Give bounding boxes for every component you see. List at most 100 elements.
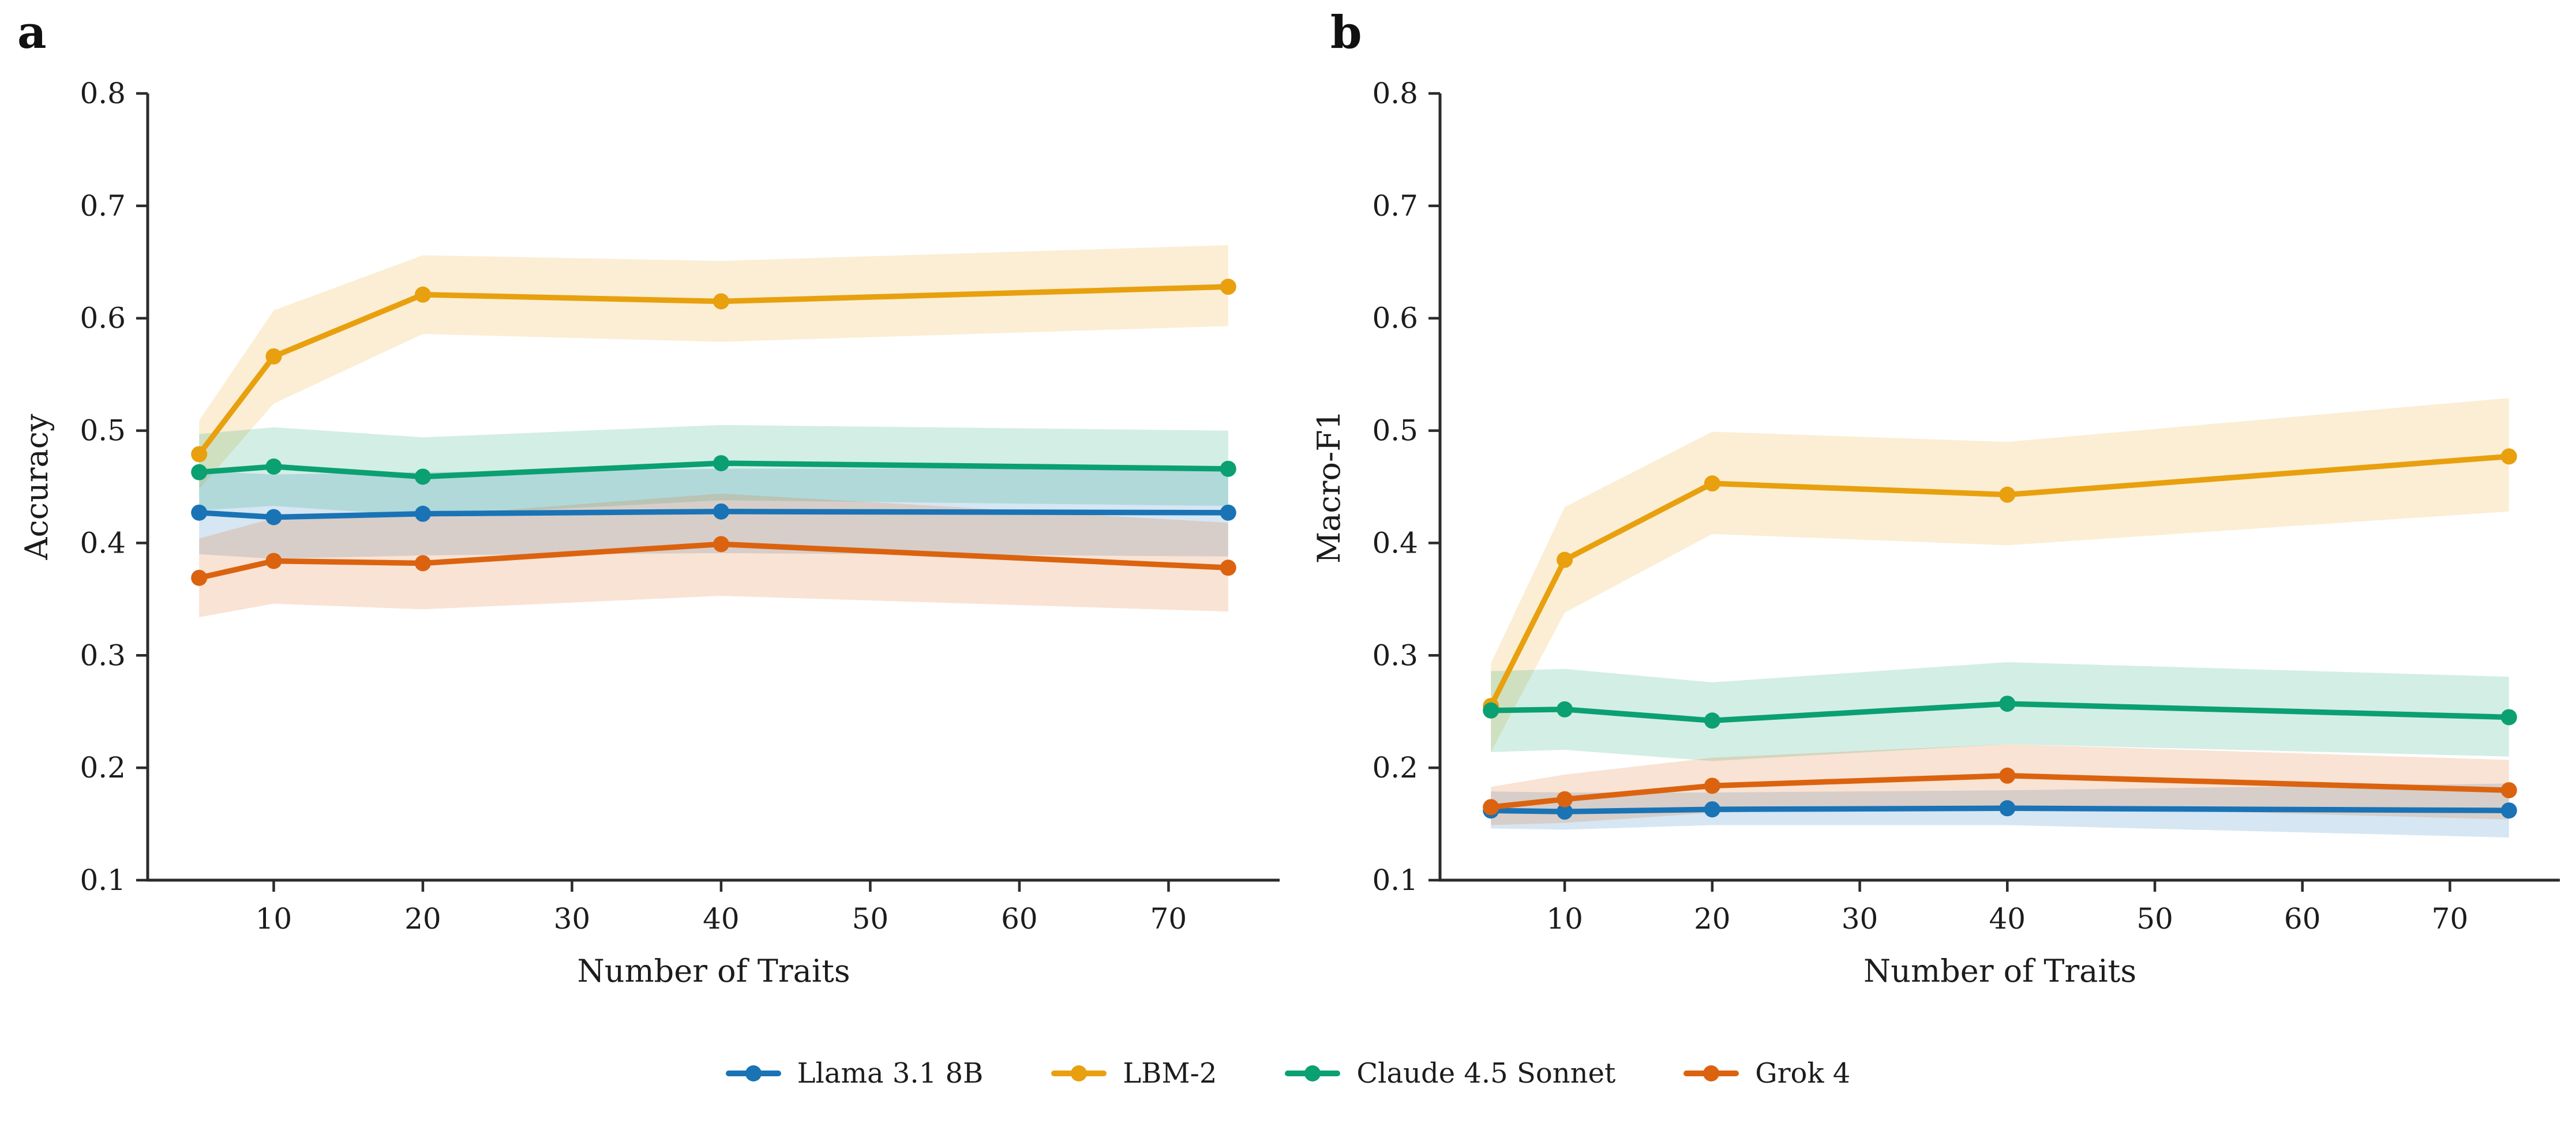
y-tick-label: 0.2 (1372, 751, 1418, 784)
legend-label: Llama 3.1 8B (797, 1057, 984, 1090)
x-tick-label: 50 (852, 902, 889, 936)
marker-llama-3-1-8b (265, 509, 282, 525)
marker-grok-4 (713, 536, 729, 553)
legend-dot (745, 1065, 762, 1081)
marker-lbm-2 (2500, 448, 2517, 465)
x-tick-label: 10 (1546, 902, 1583, 936)
x-tick-label: 40 (1989, 902, 2026, 936)
y-tick-label: 0.1 (80, 863, 126, 897)
marker-grok-4 (1483, 799, 1499, 816)
legend-label: LBM-2 (1123, 1057, 1217, 1090)
x-axis-label: Number of Traits (1863, 953, 2136, 989)
marker-lbm-2 (1557, 551, 1573, 568)
x-tick-label: 60 (2284, 902, 2321, 936)
marker-llama-3-1-8b (1704, 801, 1720, 818)
y-tick-label: 0.4 (80, 526, 126, 559)
x-tick-label: 30 (554, 902, 591, 936)
band-lbm-2 (199, 245, 1228, 489)
band-claude-4-5-sonnet (1491, 662, 2509, 761)
y-axis-label: Accuracy (18, 414, 55, 561)
legend-line-marker-icon (1285, 1065, 1341, 1081)
marker-llama-3-1-8b (1999, 800, 2016, 817)
x-tick-label: 70 (2432, 902, 2469, 936)
marker-lbm-2 (1220, 279, 1236, 295)
x-tick-label: 60 (1001, 902, 1038, 936)
y-axis-label: Macro-F1 (1311, 410, 1347, 564)
marker-claude-4-5-sonnet (1220, 460, 1236, 477)
x-tick-label: 40 (703, 902, 740, 936)
marker-llama-3-1-8b (1220, 504, 1236, 521)
marker-llama-3-1-8b (1557, 803, 1573, 820)
y-tick-label: 0.8 (80, 77, 126, 110)
x-tick-label: 70 (1150, 902, 1187, 936)
legend-item-claude-4-5-sonnet: Claude 4.5 Sonnet (1285, 1057, 1615, 1090)
legend-item-grok-4: Grok 4 (1683, 1057, 1850, 1090)
y-tick-label: 0.3 (1372, 639, 1418, 672)
y-tick-label: 0.3 (80, 639, 126, 672)
marker-lbm-2 (1999, 486, 2016, 503)
marker-claude-4-5-sonnet (1704, 712, 1720, 729)
marker-grok-4 (1220, 559, 1236, 576)
x-axis-label: Number of Traits (577, 953, 850, 989)
y-tick-label: 0.7 (1372, 189, 1418, 223)
legend-item-lbm-2: LBM-2 (1051, 1057, 1217, 1090)
y-tick-label: 0.5 (80, 414, 126, 448)
marker-llama-3-1-8b (191, 504, 208, 521)
legend-dot (1304, 1065, 1321, 1081)
band-grok-4 (1491, 744, 2509, 825)
marker-claude-4-5-sonnet (1483, 702, 1499, 719)
marker-claude-4-5-sonnet (265, 458, 282, 475)
y-tick-label: 0.5 (1372, 414, 1418, 448)
y-tick-label: 0.7 (80, 189, 126, 223)
marker-lbm-2 (1704, 475, 1720, 492)
marker-claude-4-5-sonnet (414, 468, 431, 485)
y-tick-label: 0.2 (80, 751, 126, 784)
marker-grok-4 (265, 553, 282, 569)
legend-dot (1071, 1065, 1088, 1081)
legend: Llama 3.1 8B LBM-2 Claude 4.5 Sonnet Grok 4 (0, 1042, 2576, 1105)
marker-llama-3-1-8b (713, 503, 729, 520)
marker-grok-4 (414, 555, 431, 572)
y-tick-label: 0.6 (80, 302, 126, 335)
legend-line-marker-icon (725, 1065, 781, 1081)
marker-claude-4-5-sonnet (191, 464, 208, 480)
x-tick-label: 20 (1694, 902, 1731, 936)
y-tick-label: 0.4 (1372, 526, 1418, 559)
band-claude-4-5-sonnet (199, 425, 1228, 516)
x-tick-label: 50 (2136, 902, 2173, 936)
legend-label: Grok 4 (1755, 1057, 1851, 1090)
marker-claude-4-5-sonnet (1557, 701, 1573, 718)
panel-b-letter: b (1330, 6, 1362, 59)
marker-grok-4 (191, 569, 208, 586)
panel-a-letter: a (17, 6, 47, 59)
panel-a: 10 20 30 40 50 60 70 0.1 0.2 0.3 0.4 0.5 0.6 0.7 0.8 Nu… (18, 77, 1280, 989)
legend-line-marker-icon (1051, 1065, 1107, 1081)
marker-lbm-2 (414, 286, 431, 303)
marker-llama-3-1-8b (414, 505, 431, 522)
band-grok-4 (199, 493, 1228, 618)
marker-grok-4 (2500, 782, 2517, 799)
y-tick-label: 0.8 (1372, 77, 1418, 110)
panel-b: 10 20 30 40 50 60 70 0.1 0.2 0.3 0.4 0.5 0.6 0.7 0.8 Nu… (1311, 77, 2560, 989)
legend-item-llama-3-1-8b: Llama 3.1 8B (725, 1057, 984, 1090)
x-tick-label: 20 (404, 902, 441, 936)
x-tick-label: 10 (256, 902, 293, 936)
marker-claude-4-5-sonnet (1999, 696, 2016, 712)
marker-llama-3-1-8b (2500, 802, 2517, 819)
y-tick-label: 0.6 (1372, 302, 1418, 335)
legend-label: Claude 4.5 Sonnet (1356, 1057, 1616, 1090)
y-tick-label: 0.1 (1372, 863, 1418, 897)
legend-dot (1703, 1065, 1720, 1081)
x-tick-label: 30 (1842, 902, 1878, 936)
marker-lbm-2 (713, 293, 729, 310)
legend-line-marker-icon (1683, 1065, 1739, 1081)
marker-claude-4-5-sonnet (2500, 709, 2517, 726)
marker-claude-4-5-sonnet (713, 455, 729, 472)
marker-lbm-2 (191, 446, 208, 463)
marker-lbm-2 (265, 348, 282, 365)
marker-grok-4 (1557, 791, 1573, 807)
marker-grok-4 (1999, 767, 2016, 784)
marker-grok-4 (1704, 778, 1720, 794)
